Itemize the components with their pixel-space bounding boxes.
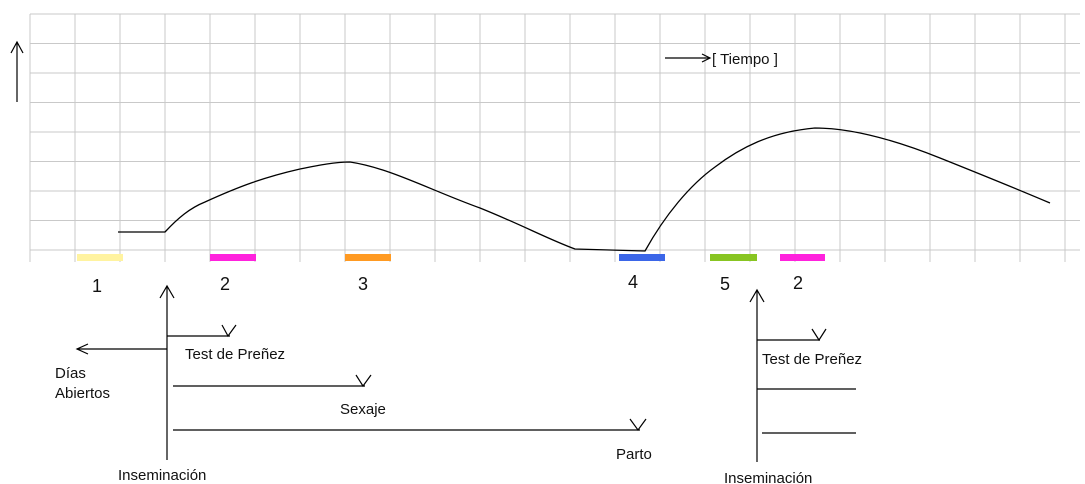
marker-bar-4 [619,254,665,261]
right-insemination-timeline [749,288,856,462]
marker-bar-5 [710,254,757,261]
calving-label: Parto [616,446,652,463]
time-arrow [665,53,712,63]
y-axis-arrow [10,40,24,102]
marker-bar-2 [210,254,256,261]
open-days-label: Días [55,365,86,382]
time-label: [ Tiempo ] [712,51,778,68]
left-pregnancy-test-label: Test de Preñez [185,346,285,363]
marker-label-3: 3 [358,274,368,294]
open-days-label-2: Abiertos [55,385,110,402]
background-grid [29,13,1080,262]
right-insemination-label: Inseminación [724,470,812,484]
marker-label-2: 2 [220,274,230,294]
sexing-label: Sexaje [340,401,386,418]
marker-label-5: 5 [720,274,730,294]
left-insemination-label: Inseminación [118,467,206,484]
marker-label-4: 4 [628,272,638,292]
marker-label-1: 1 [92,276,102,296]
left-insemination-timeline [75,284,647,460]
marker-label-6: 2 [793,273,803,293]
production-curve [118,127,1051,252]
marker-bar-3 [345,254,391,261]
right-pregnancy-test-label: Test de Preñez [762,351,862,368]
marker-bar-6 [780,254,825,261]
marker-bar-1 [77,254,123,261]
